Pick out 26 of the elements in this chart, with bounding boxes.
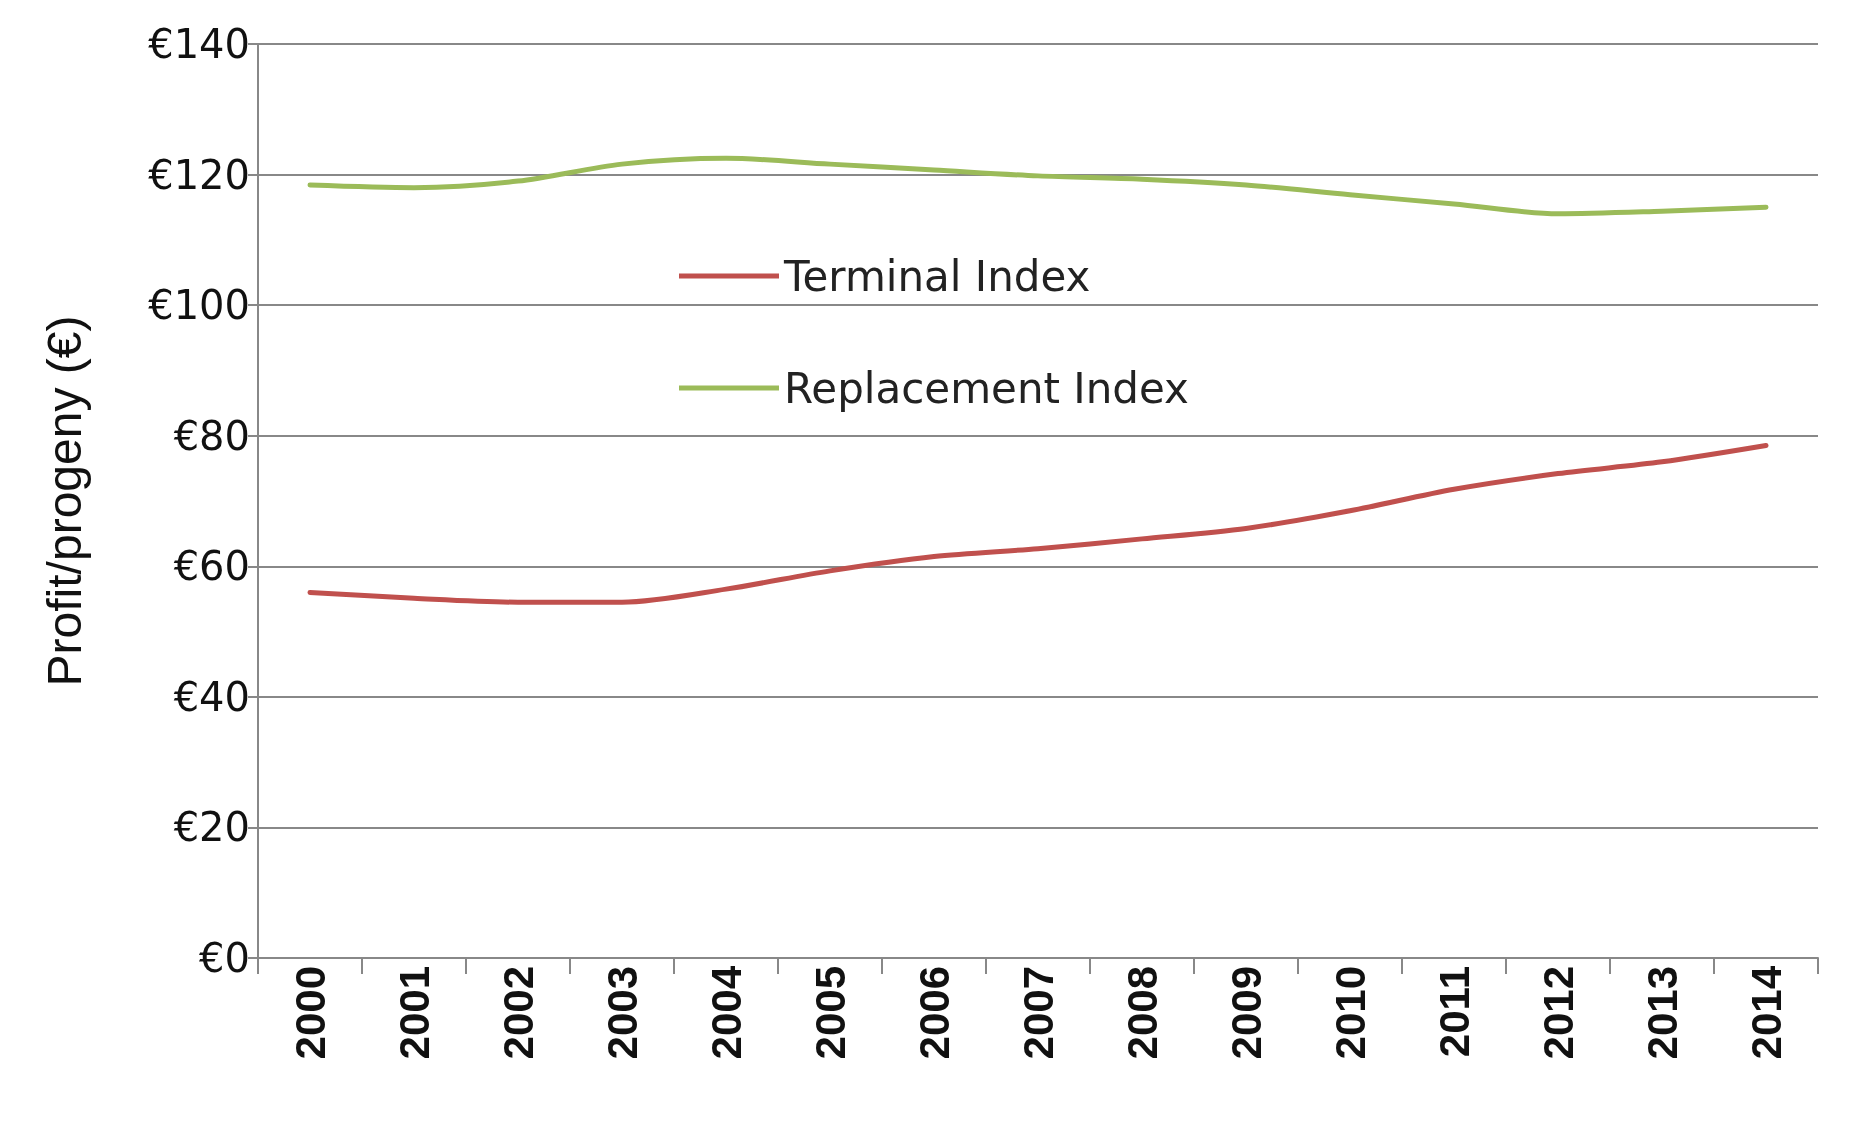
x-tick-label: 2013 xyxy=(1638,966,1686,1060)
y-tick-label: €40 xyxy=(173,673,250,720)
x-tick-label: 2006 xyxy=(910,966,958,1060)
x-tick-label: 2007 xyxy=(1014,966,1062,1060)
x-tick-label: 2010 xyxy=(1326,966,1374,1060)
y-tick-label: €60 xyxy=(173,543,250,590)
x-tick-label: 2014 xyxy=(1742,965,1790,1060)
x-tick-label: 2002 xyxy=(494,966,542,1060)
y-tick-label: €100 xyxy=(148,282,250,329)
x-tick-label: 2011 xyxy=(1430,966,1478,1058)
x-tick-label: 2008 xyxy=(1118,966,1166,1060)
legend-label: Replacement Index xyxy=(784,363,1189,413)
x-tick-label: 2000 xyxy=(286,966,334,1060)
legend-label: Terminal Index xyxy=(783,251,1091,301)
y-tick-label: €20 xyxy=(173,804,250,851)
y-axis-title: Profit/progeny (€) xyxy=(37,315,91,687)
x-tick-label: 2012 xyxy=(1534,966,1582,1060)
y-tick-label: €120 xyxy=(148,151,250,198)
x-tick-label: 2004 xyxy=(702,965,750,1060)
x-tick-label: 2003 xyxy=(598,966,646,1060)
y-tick-label: €140 xyxy=(148,21,250,67)
y-tick-label: €80 xyxy=(173,412,250,459)
x-tick-label: 2001 xyxy=(390,966,438,1060)
x-tick-label: 2005 xyxy=(806,966,854,1060)
x-tick-label: 2009 xyxy=(1222,966,1270,1060)
y-tick-label: €0 xyxy=(199,935,250,981)
